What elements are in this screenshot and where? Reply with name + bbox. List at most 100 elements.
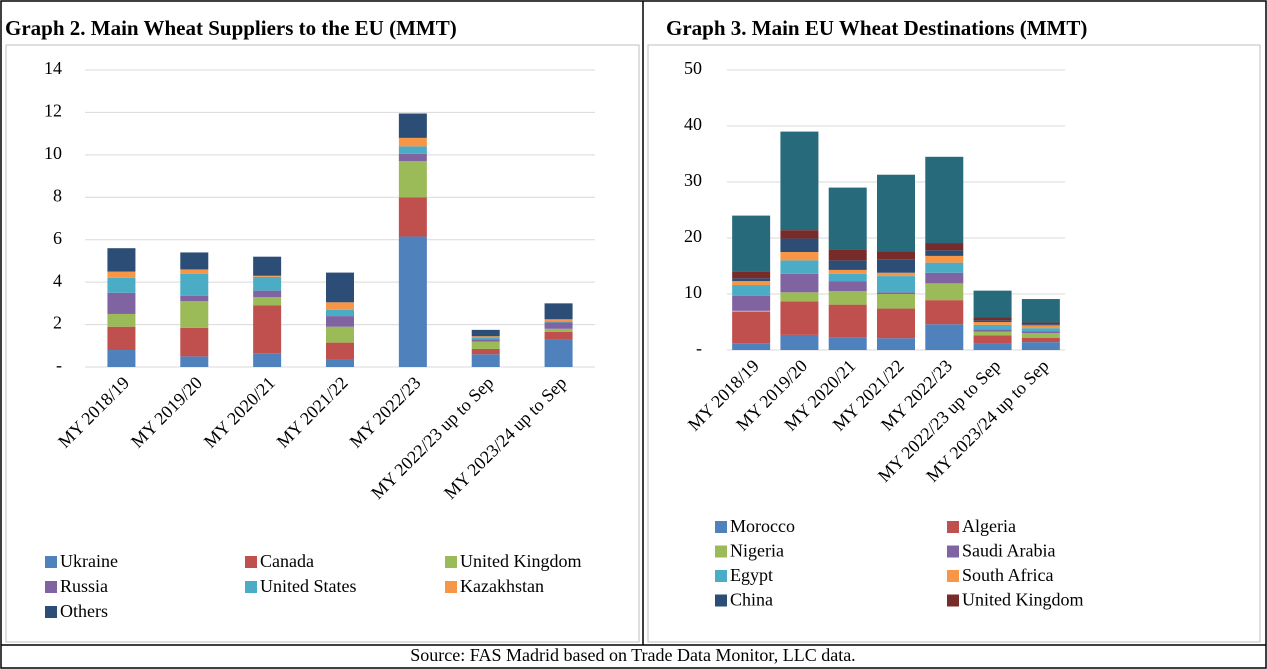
bar-segment bbox=[877, 251, 915, 260]
bar-segment bbox=[471, 336, 500, 338]
bar-segment bbox=[544, 328, 573, 332]
bar-segment bbox=[828, 187, 867, 250]
bar-segment bbox=[780, 131, 819, 231]
bar-segment bbox=[1021, 333, 1060, 338]
bar-segment bbox=[1021, 324, 1060, 326]
bar-segment bbox=[398, 153, 427, 162]
bar-segment bbox=[925, 283, 964, 301]
bar-segment bbox=[925, 243, 964, 251]
chart-title: Graph 3. Main EU Wheat Destinations (MMT… bbox=[666, 16, 1087, 40]
legend-label: Others bbox=[60, 601, 108, 621]
legend-label: Saudi Arabia bbox=[962, 541, 1055, 561]
y-tick-label: 40 bbox=[684, 114, 702, 134]
legend-label: China bbox=[730, 590, 773, 610]
y-tick-label: 2 bbox=[53, 313, 62, 333]
bar-segment bbox=[253, 256, 282, 276]
y-tick-label: 12 bbox=[44, 101, 62, 121]
bar-segment bbox=[544, 319, 573, 322]
y-tick-label: - bbox=[56, 355, 62, 375]
bar-segment bbox=[398, 236, 427, 367]
bar-segment bbox=[925, 262, 964, 273]
bar-segment bbox=[828, 281, 867, 292]
bar-segment bbox=[107, 277, 136, 293]
bar-segment bbox=[471, 339, 500, 342]
y-tick-label: 14 bbox=[44, 58, 62, 78]
bar-segment bbox=[253, 296, 282, 306]
bar-segment bbox=[180, 327, 209, 357]
bar-segment bbox=[925, 300, 964, 325]
y-tick-label: - bbox=[696, 338, 702, 358]
bar-segment bbox=[973, 322, 1012, 325]
bar-segment bbox=[780, 334, 819, 350]
bar-segment bbox=[326, 342, 354, 360]
bar-segment bbox=[877, 294, 915, 309]
bar-segment bbox=[1021, 325, 1060, 329]
bar-segment bbox=[780, 292, 819, 302]
bar-segment bbox=[877, 276, 915, 293]
legend-swatch bbox=[715, 594, 727, 607]
bar-segment bbox=[253, 290, 282, 297]
legend-swatch bbox=[947, 594, 959, 607]
bar-segment bbox=[107, 313, 136, 327]
bar-segment bbox=[398, 113, 427, 138]
bar-segment bbox=[732, 271, 771, 279]
y-tick-label: 50 bbox=[684, 58, 702, 78]
bar-segment bbox=[973, 290, 1012, 318]
bar-segment bbox=[780, 260, 819, 274]
bar-segment bbox=[732, 311, 771, 344]
bar-segment bbox=[398, 161, 427, 198]
y-tick-label: 30 bbox=[684, 170, 702, 190]
bar-segment bbox=[326, 316, 354, 327]
bar-segment bbox=[828, 269, 867, 274]
legend-swatch bbox=[245, 581, 257, 593]
bar-segment bbox=[180, 356, 209, 367]
legend-label: United Kingdom bbox=[460, 551, 582, 571]
bar-segment bbox=[1021, 331, 1060, 334]
bar-segment bbox=[326, 359, 354, 367]
bar-segment bbox=[544, 331, 573, 340]
bar-segment bbox=[107, 248, 136, 272]
bar-segment bbox=[732, 343, 771, 350]
bar-segment bbox=[780, 301, 819, 335]
source-note: Source: FAS Madrid based on Trade Data M… bbox=[410, 645, 855, 665]
bar-segment bbox=[973, 343, 1012, 350]
x-tick-label: MY 2019/20 bbox=[127, 373, 206, 452]
bar-segment bbox=[471, 337, 500, 340]
bar-segment bbox=[732, 281, 771, 286]
bar-segment bbox=[471, 354, 500, 367]
bar-segment bbox=[732, 310, 771, 312]
bar-segment bbox=[1021, 342, 1060, 350]
bar-segment bbox=[253, 276, 282, 291]
legend-swatch bbox=[947, 521, 959, 533]
legend-swatch bbox=[45, 581, 57, 593]
legend-swatch bbox=[715, 521, 727, 533]
bar-segment bbox=[925, 156, 964, 244]
bar-segment bbox=[973, 329, 1012, 332]
bar-segment bbox=[107, 350, 136, 367]
legend-label: United States bbox=[260, 576, 357, 596]
bar-segment bbox=[180, 301, 209, 328]
bar-segment bbox=[732, 278, 771, 282]
bar-segment bbox=[925, 272, 964, 284]
bar-segment bbox=[180, 252, 209, 270]
bar-segment bbox=[1021, 328, 1060, 332]
bar-segment bbox=[544, 303, 573, 320]
bar-segment bbox=[253, 275, 282, 277]
bar-segment bbox=[107, 326, 136, 351]
bar-segment bbox=[107, 271, 136, 278]
bar-segment bbox=[780, 230, 819, 239]
chart-frame bbox=[5, 44, 640, 643]
legend-swatch bbox=[445, 581, 457, 593]
bar-segment bbox=[877, 272, 915, 277]
bar-segment bbox=[180, 269, 209, 274]
y-tick-label: 6 bbox=[53, 228, 62, 248]
bar-segment bbox=[828, 304, 867, 338]
bar-segment bbox=[180, 273, 209, 296]
bar-segment bbox=[925, 255, 964, 263]
bar-segment bbox=[326, 272, 354, 303]
bar-segment bbox=[398, 137, 427, 147]
bar-segment bbox=[925, 324, 964, 350]
legend-swatch bbox=[45, 556, 57, 568]
bar-segment bbox=[1021, 337, 1060, 343]
